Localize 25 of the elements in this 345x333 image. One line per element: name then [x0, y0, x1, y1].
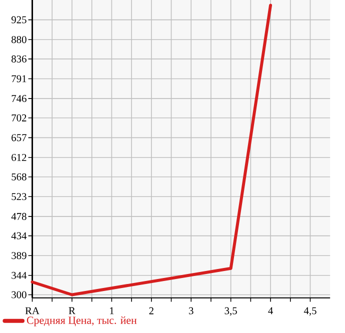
- x-tick-label: 3,5: [224, 308, 237, 316]
- y-tick-label: 836: [12, 56, 26, 63]
- legend-label: Средняя Цена, тыс. йен: [26, 316, 137, 326]
- y-tick-label: 344: [12, 272, 27, 280]
- y-tick-label: 523: [12, 193, 26, 200]
- x-tick-label: 3: [189, 308, 194, 315]
- x-tick-label: 2: [149, 308, 154, 314]
- y-tick-label: 746: [12, 95, 26, 102]
- x-tick-label: RA: [25, 308, 40, 314]
- y-tick-label: 300: [12, 291, 26, 298]
- y-tick-label: 791: [12, 75, 26, 82]
- x-tick-label: 4: [268, 308, 273, 314]
- y-tick-label: 568: [12, 174, 26, 181]
- y-tick-label: 478: [11, 213, 26, 220]
- y-tick-label: 389: [12, 252, 26, 260]
- y-tick-label: 434: [11, 232, 27, 240]
- x-tick-label: 1: [110, 308, 114, 314]
- x-tick-label: 4,5: [304, 308, 316, 316]
- x-tick-label: R: [68, 308, 76, 314]
- y-tick-label: 925: [11, 16, 26, 24]
- line-series: [30, 4, 272, 296]
- y-tick-label: 702: [12, 114, 26, 122]
- y-tick-label: 657: [12, 134, 26, 142]
- y-tick-label: 612: [12, 154, 26, 162]
- y-tick-label: 880: [12, 36, 26, 44]
